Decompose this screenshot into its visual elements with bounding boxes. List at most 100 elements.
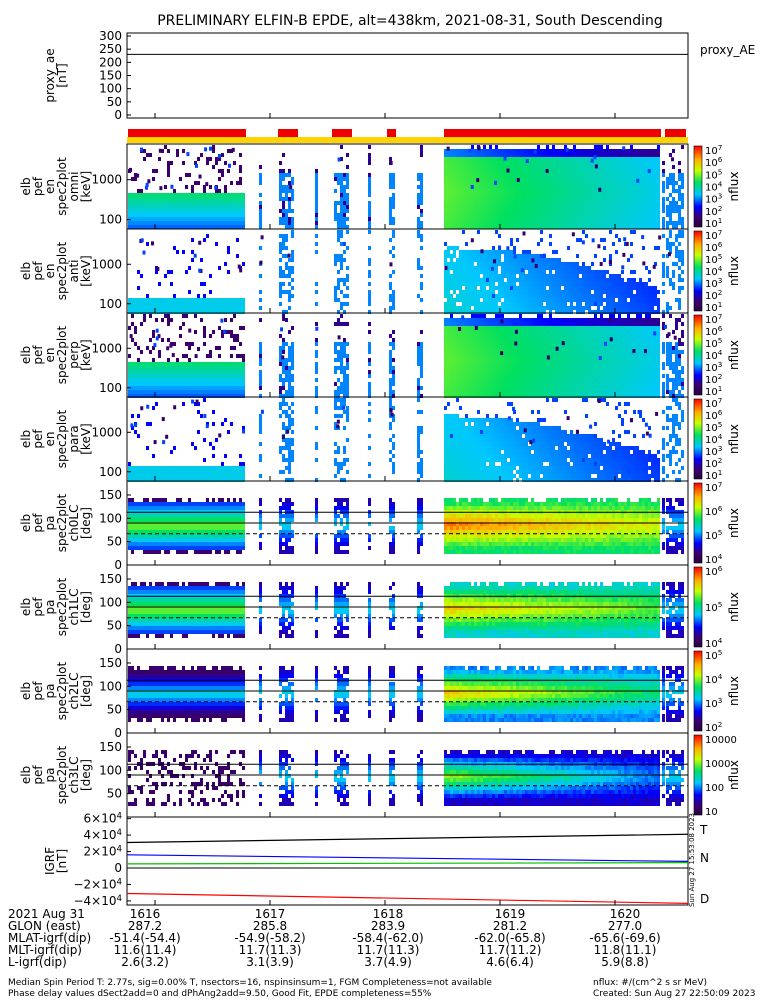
heatmap-cell bbox=[534, 294, 537, 298]
heatmap-cell bbox=[450, 386, 453, 390]
heatmap-cell bbox=[182, 302, 185, 306]
heatmap-cell bbox=[528, 181, 531, 185]
heatmap-cell bbox=[651, 181, 654, 185]
heatmap-cell bbox=[657, 205, 660, 209]
heatmap-cell bbox=[456, 390, 459, 394]
heatmap-cell bbox=[465, 189, 468, 193]
heatmap-cell bbox=[456, 366, 459, 370]
heatmap-cell bbox=[606, 221, 609, 225]
heatmap-cell bbox=[603, 177, 606, 181]
heatmap-cell bbox=[447, 278, 450, 282]
heatmap-cell bbox=[203, 342, 206, 346]
heatmap-cell bbox=[662, 290, 665, 294]
heatmap-cell bbox=[555, 278, 558, 282]
heatmap-cell bbox=[480, 177, 483, 181]
heatmap-cell bbox=[152, 366, 155, 370]
heatmap-cell bbox=[603, 225, 606, 229]
heatmap-cell bbox=[522, 350, 525, 354]
heatmap-cell bbox=[285, 234, 288, 238]
heatmap-cell bbox=[543, 157, 546, 161]
panel-2: 107106105104103102101nfluxelbpefenspec2p… bbox=[19, 228, 741, 314]
heatmap-cell bbox=[588, 213, 591, 217]
heatmap-cell bbox=[678, 298, 681, 302]
heatmap-cell bbox=[525, 201, 528, 205]
heatmap-cell bbox=[462, 262, 465, 266]
heatmap-cell bbox=[155, 378, 158, 382]
heatmap-cell bbox=[576, 173, 579, 177]
heatmap-cell bbox=[570, 217, 573, 221]
heatmap-cell bbox=[636, 221, 639, 225]
heatmap-cell bbox=[191, 250, 194, 254]
heatmap-cell bbox=[480, 382, 483, 386]
heatmap-cell bbox=[179, 366, 182, 370]
heatmap-cell bbox=[337, 225, 340, 229]
heatmap-cell bbox=[633, 278, 636, 282]
heatmap-cell bbox=[480, 314, 483, 318]
heatmap-cell bbox=[615, 294, 618, 298]
heatmap-cell bbox=[582, 298, 585, 302]
heatmap-cell bbox=[483, 354, 486, 358]
heatmap-cell bbox=[501, 370, 504, 374]
heatmap-cell bbox=[666, 246, 669, 250]
heatmap-cell bbox=[489, 346, 492, 350]
heatmap-cell bbox=[507, 366, 510, 370]
heatmap-cell bbox=[585, 197, 588, 201]
heatmap-cell bbox=[579, 302, 582, 306]
heatmap-cell bbox=[507, 217, 510, 221]
heatmap-cell bbox=[456, 262, 459, 266]
heatmap-cell bbox=[513, 322, 516, 326]
heatmap-cell bbox=[603, 221, 606, 225]
heatmap-cell bbox=[519, 161, 522, 165]
heatmap-cell bbox=[346, 378, 349, 382]
heatmap-cell bbox=[486, 225, 489, 229]
heatmap-cell bbox=[167, 169, 170, 173]
heatmap-cell bbox=[648, 173, 651, 177]
heatmap-cell bbox=[459, 213, 462, 217]
heatmap-cell bbox=[662, 205, 665, 209]
heatmap-cell bbox=[334, 350, 337, 354]
heatmap-cell bbox=[465, 177, 468, 181]
heatmap-cell bbox=[474, 282, 477, 286]
heatmap-cell bbox=[337, 278, 340, 282]
heatmap-cell bbox=[567, 161, 570, 165]
heatmap-cell bbox=[570, 189, 573, 193]
heatmap-cell bbox=[498, 326, 501, 330]
heatmap-cell bbox=[546, 262, 549, 266]
heatmap-cell bbox=[501, 149, 504, 153]
heatmap-cell bbox=[128, 370, 131, 374]
heatmap-cell bbox=[510, 165, 513, 169]
heatmap-cell bbox=[582, 165, 585, 169]
heatmap-cell bbox=[465, 334, 468, 338]
heatmap-cell bbox=[558, 209, 561, 213]
heatmap-cell bbox=[212, 370, 215, 374]
heatmap-cell bbox=[291, 346, 294, 350]
heatmap-cell bbox=[579, 185, 582, 189]
heatmap-cell bbox=[188, 225, 191, 229]
heatmap-cell bbox=[233, 334, 236, 338]
heatmap-cell bbox=[453, 161, 456, 165]
heatmap-cell bbox=[468, 342, 471, 346]
heatmap-cell bbox=[368, 205, 371, 209]
heatmap-cell bbox=[513, 177, 516, 181]
heatmap-cell bbox=[681, 250, 684, 254]
heatmap-cell bbox=[453, 189, 456, 193]
heatmap-cell bbox=[161, 370, 164, 374]
heatmap-cell bbox=[392, 173, 395, 177]
heatmap-cell bbox=[447, 177, 450, 181]
heatmap-cell bbox=[570, 266, 573, 270]
heatmap-cell bbox=[456, 382, 459, 386]
heatmap-cell bbox=[534, 358, 537, 362]
heatmap-cell bbox=[543, 262, 546, 266]
heatmap-cell bbox=[654, 153, 657, 157]
heatmap-cell bbox=[194, 213, 197, 217]
heatmap-cell bbox=[315, 378, 318, 382]
heatmap-cell bbox=[288, 358, 291, 362]
heatmap-cell bbox=[173, 362, 176, 366]
heatmap-cell bbox=[483, 221, 486, 225]
heatmap-cell bbox=[498, 334, 501, 338]
heatmap-cell bbox=[492, 306, 495, 310]
heatmap-cell bbox=[447, 270, 450, 274]
heatmap-cell bbox=[450, 326, 453, 330]
heatmap-cell bbox=[552, 298, 555, 302]
heatmap-cell bbox=[474, 169, 477, 173]
